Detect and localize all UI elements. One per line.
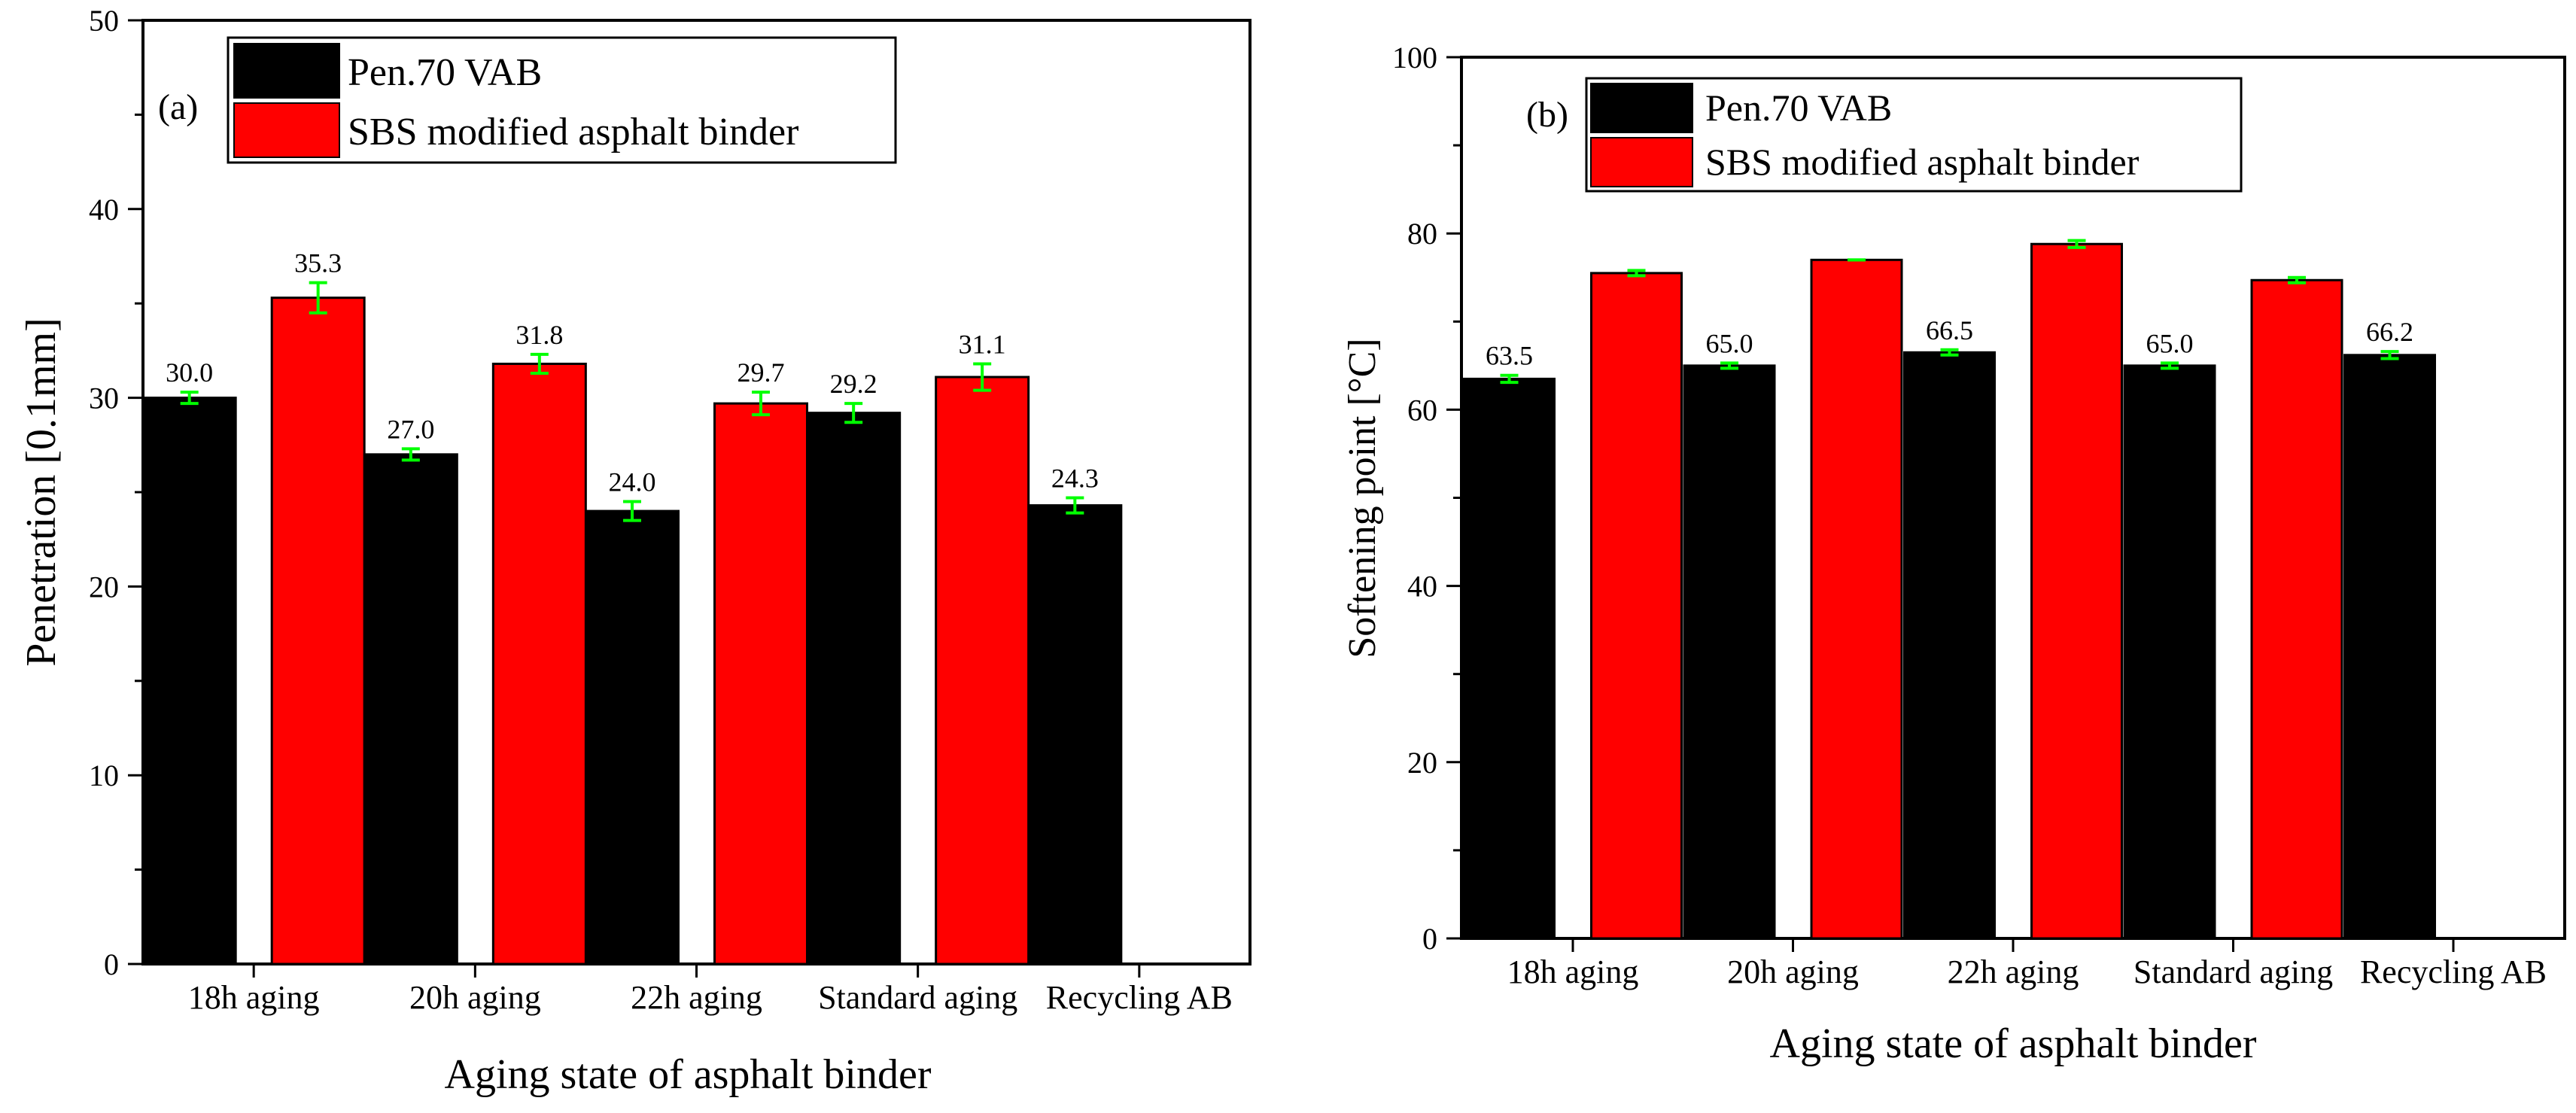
- error-bar-a-series-2-2: [530, 352, 549, 375]
- panel-label-a: (a): [158, 87, 198, 127]
- bar-b-series-2-2: [1810, 258, 1903, 940]
- legend-label-series-2-b: SBS modified asphalt binder: [1705, 141, 2140, 183]
- category-label-a-1: 18h aging: [188, 979, 320, 1016]
- panel-label-b: (b): [1526, 95, 1568, 135]
- y-tick-label-a: 20: [89, 570, 119, 604]
- legend-swatch-series-1-a: [233, 43, 340, 99]
- error-bar-a-series-1-5: [1066, 496, 1084, 515]
- legend-b: Pen.70 VAB SBS modified asphalt binder: [1585, 77, 2243, 193]
- bar-a-series-1-3: [585, 509, 680, 966]
- value-label-a-series-1-1: 30.0: [166, 357, 213, 388]
- y-axis-title-a: Penetration [0.1mm]: [18, 318, 65, 666]
- error-bar-b-series-1-2: [1720, 361, 1738, 370]
- bar-b-series-2-1: [1590, 272, 1683, 940]
- bar-a-series-1-2: [363, 453, 458, 966]
- legend-label-series-1-b: Pen.70 VAB: [1705, 87, 1892, 129]
- legend-label-series-2-a: SBS modified asphalt binder: [348, 111, 798, 154]
- chart-panel-a: 0 10 20 30 40 50 30.0 35.3 27.0 31.8 24.0 29.7 29.2…: [18, 4, 1252, 1098]
- bar-b-series-1-1: [1463, 377, 1556, 940]
- y-axis-a: 0 10 20 30 40 50: [89, 4, 143, 981]
- error-bar-a-series-1-3: [623, 500, 641, 522]
- y-tick-label-a: 50: [89, 4, 119, 38]
- x-axis-a: 18h aging 20h aging 22h aging Standard agin…: [188, 964, 1233, 1016]
- value-label-b-series-1-2: 65.0: [1706, 328, 1753, 358]
- error-bar-a-series-2-1: [309, 281, 327, 315]
- bars-b: 63.5 65.0 66.5 65.0 66.2: [1463, 239, 2436, 940]
- error-bar-a-series-2-3: [752, 391, 770, 417]
- value-label-a-series-1-5: 24.3: [1051, 464, 1099, 494]
- bar-b-series-2-4: [2250, 278, 2343, 940]
- legend-swatch-series-1-b: [1590, 83, 1693, 133]
- legend-swatch-series-2-b: [1590, 137, 1693, 187]
- bar-b-series-1-2: [1683, 364, 1776, 940]
- x-axis-title-a: Aging state of asphalt binder: [445, 1051, 932, 1098]
- y-tick-label-b: 0: [1422, 922, 1437, 956]
- error-bar-b-series-2-1: [1627, 269, 1646, 278]
- y-tick-label-b: 100: [1392, 41, 1437, 75]
- error-bar-a-series-1-4: [844, 402, 863, 424]
- legend-a: Pen.70 VAB SBS modified asphalt binder: [227, 36, 897, 164]
- y-tick-label-b: 20: [1407, 746, 1437, 780]
- y-tick-label-a: 40: [89, 193, 119, 227]
- y-axis-b: 0 20 40 60 80 100: [1392, 41, 1461, 956]
- bar-a-series-2-4: [935, 376, 1030, 966]
- bar-b-series-2-3: [2030, 242, 2123, 940]
- error-bar-b-series-1-5: [2380, 350, 2399, 360]
- y-tick-label-b: 60: [1407, 393, 1437, 427]
- y-tick-label-a: 0: [104, 947, 119, 981]
- category-label-a-3: 22h aging: [631, 979, 762, 1016]
- bar-a-series-1-4: [806, 412, 902, 966]
- value-label-a-series-2-3: 29.7: [738, 357, 785, 388]
- value-label-a-series-1-3: 24.0: [609, 467, 656, 497]
- value-label-a-series-1-4: 29.2: [830, 369, 877, 399]
- category-label-b-1: 18h aging: [1507, 953, 1639, 990]
- y-tick-label-a: 10: [89, 759, 119, 792]
- category-label-a-5: Recycling AB: [1046, 979, 1233, 1016]
- bar-a-series-2-3: [713, 402, 808, 966]
- category-label-b-5: Recycling AB: [2360, 953, 2547, 990]
- error-bar-b-series-2-3: [2067, 239, 2086, 249]
- bar-b-series-1-5: [2343, 354, 2436, 940]
- category-label-b-3: 22h aging: [1948, 953, 2079, 990]
- bar-a-series-1-5: [1027, 504, 1123, 966]
- error-bar-b-series-2-4: [2288, 275, 2306, 284]
- y-tick-label-b: 40: [1407, 570, 1437, 604]
- error-bar-b-series-1-4: [2161, 361, 2179, 370]
- error-bar-b-series-1-1: [1500, 373, 1519, 385]
- x-axis-title-b: Aging state of asphalt binder: [1770, 1020, 2257, 1067]
- y-tick-label-a: 30: [89, 382, 119, 415]
- legend-swatch-series-2-a: [233, 102, 340, 158]
- bar-a-series-2-2: [491, 362, 587, 966]
- bar-a-series-2-1: [270, 296, 366, 966]
- category-label-a-2: 20h aging: [409, 979, 541, 1016]
- y-axis-title-b: Softening point [°C]: [1341, 338, 1384, 658]
- chart-panel-b: 0 20 40 60 80 100 63.5 65.0 66.5 65.0 66.2 18h ag…: [1341, 41, 2566, 1067]
- value-label-b-series-1-3: 66.5: [1926, 315, 1973, 345]
- legend-frame-b: [1585, 77, 2243, 193]
- value-label-b-series-1-1: 63.5: [1486, 341, 1533, 371]
- category-label-a-4: Standard aging: [818, 979, 1017, 1016]
- bar-a-series-1-1: [141, 397, 237, 966]
- category-label-b-2: 20h aging: [1727, 953, 1859, 990]
- error-bar-b-series-1-3: [1940, 348, 1959, 357]
- value-label-b-series-1-5: 66.2: [2366, 317, 2413, 347]
- bar-b-series-1-4: [2123, 364, 2216, 940]
- bar-b-series-1-3: [1903, 351, 1996, 940]
- value-label-a-series-2-1: 35.3: [294, 248, 342, 278]
- value-label-b-series-1-4: 65.0: [2146, 328, 2194, 358]
- value-label-a-series-2-2: 31.8: [516, 320, 563, 350]
- value-label-a-series-1-2: 27.0: [387, 414, 434, 444]
- error-bar-a-series-1-2: [401, 447, 420, 462]
- legend-label-series-1-a: Pen.70 VAB: [348, 51, 542, 94]
- error-bar-a-series-1-1: [180, 391, 199, 406]
- bars-a: 30.0 35.3 27.0 31.8 24.0 29.7 29.2 31.1 24.3: [141, 248, 1123, 966]
- value-label-a-series-2-4: 31.1: [959, 329, 1006, 359]
- category-label-b-4: Standard aging: [2133, 953, 2333, 990]
- x-axis-b: 18h aging 20h aging 22h aging Standard agin…: [1507, 938, 2547, 990]
- error-bar-a-series-2-4: [973, 362, 992, 392]
- y-tick-label-b: 80: [1407, 217, 1437, 251]
